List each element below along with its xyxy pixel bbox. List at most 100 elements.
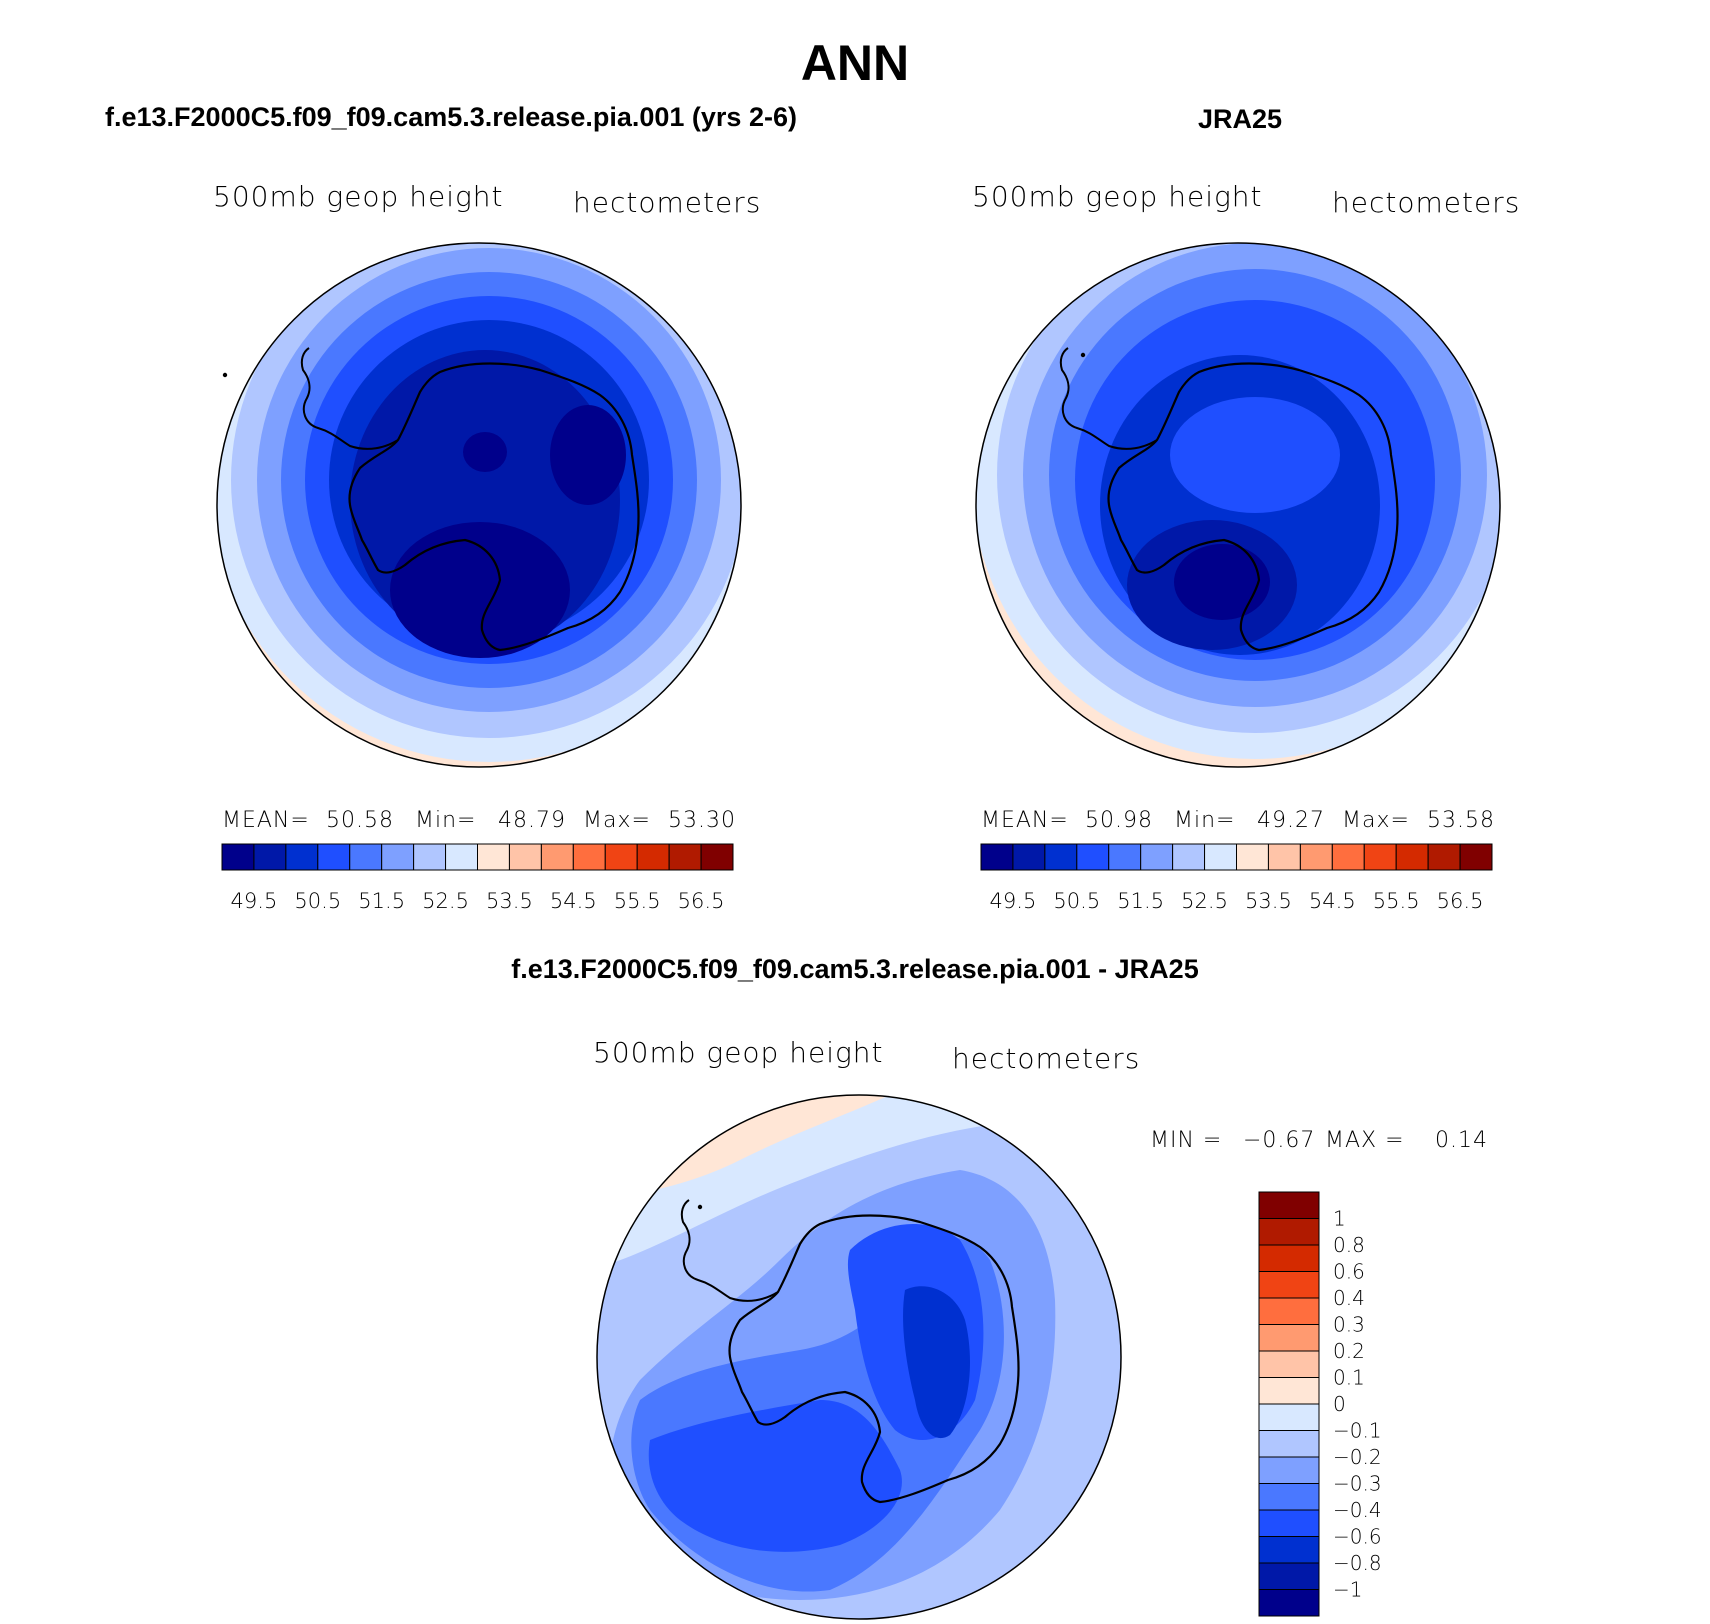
- colorbar-swatch: [1427, 843, 1461, 871]
- obs-mean-value: 50.98: [1085, 808, 1153, 833]
- colorbar-swatch: [1258, 1297, 1320, 1325]
- obs-max-value: 53.58: [1427, 808, 1495, 833]
- colorbar-tick-label: 51.5: [358, 889, 405, 913]
- obs-variable-label: 500mb geop height: [972, 180, 1263, 213]
- map-band: [1174, 544, 1270, 620]
- map-band: [550, 405, 626, 505]
- colorbar-swatch: [1258, 1509, 1320, 1537]
- colorbar-swatch: [636, 843, 670, 871]
- colorbar-swatch: [1258, 1191, 1320, 1219]
- diff-max-value: 0.14: [1435, 1128, 1488, 1153]
- colorbar-tick-label: 0.6: [1333, 1260, 1365, 1284]
- map-band: [463, 432, 507, 472]
- model-map: [217, 243, 741, 767]
- obs-panel-title: JRA25: [1197, 104, 1283, 134]
- colorbar-swatch: [253, 843, 287, 871]
- colorbar-tick-label: 55.5: [614, 889, 661, 913]
- colorbar-tick-label: 52.5: [422, 889, 469, 913]
- colorbar-swatch: [1299, 843, 1333, 871]
- diff-min-label: MIN =: [1150, 1128, 1223, 1153]
- colorbar-swatch: [477, 843, 510, 871]
- colorbar-swatch: [1258, 1430, 1320, 1458]
- colorbar-tick-label: 0.1: [1333, 1366, 1365, 1390]
- colorbar-swatch: [1108, 843, 1142, 871]
- antarctica-coastline: [348, 362, 640, 652]
- colorbar-swatch: [1258, 1483, 1320, 1511]
- colorbar-swatch: [1044, 843, 1078, 871]
- colorbar-swatch: [1258, 1244, 1320, 1272]
- colorbar-swatch: [980, 843, 1014, 871]
- colorbar-tick-label: 51.5: [1117, 889, 1164, 913]
- colorbar-swatch: [572, 843, 606, 871]
- diff-units-label: hectometers: [952, 1042, 1141, 1075]
- obs-map: [976, 243, 1500, 767]
- colorbar-swatch: [1258, 1403, 1320, 1431]
- colorbar-swatch: [508, 843, 542, 871]
- colorbar-swatch: [1236, 843, 1269, 871]
- colorbar-tick-label: −0.4: [1333, 1498, 1382, 1522]
- map-band: [390, 522, 570, 658]
- model-variable-label: 500mb geop height: [213, 180, 504, 213]
- colorbar-swatch: [604, 843, 638, 871]
- colorbar-tick-label: 0.3: [1333, 1313, 1365, 1337]
- colorbar-tick-label: 56.5: [678, 889, 725, 913]
- diff-colorbar: −1−0.8−0.6−0.4−0.3−0.2−0.100.10.20.30.40…: [1258, 1191, 1382, 1617]
- colorbar-swatch: [1258, 1350, 1320, 1378]
- colorbar-swatch: [285, 843, 319, 871]
- diff-variable-label: 500mb geop height: [593, 1036, 884, 1069]
- model-min-label: Min=: [415, 808, 477, 833]
- colorbar-swatch: [381, 843, 415, 871]
- model-panel-title: f.e13.F2000C5.f09_f09.cam5.3.release.pia…: [105, 102, 797, 132]
- colorbar-tick-label: 52.5: [1181, 889, 1228, 913]
- colorbar-swatch: [413, 843, 447, 871]
- map-band: [1170, 397, 1340, 513]
- colorbar-swatch: [349, 843, 383, 871]
- colorbar-swatch: [1258, 1377, 1320, 1405]
- colorbar-tick-label: 50.5: [294, 889, 341, 913]
- obs-min-label: Min=: [1174, 808, 1236, 833]
- colorbar-tick-label: 49.5: [231, 889, 278, 913]
- figure-title: ANN: [800, 35, 910, 91]
- colorbar-swatch: [1258, 1456, 1320, 1484]
- colorbar-swatch: [700, 843, 734, 871]
- antarctica-coastline: [1107, 362, 1399, 652]
- colorbar-tick-label: 53.5: [486, 889, 533, 913]
- colorbar-tick-label: 54.5: [1309, 889, 1356, 913]
- antarctic-peninsula-coastline: [1059, 347, 1158, 450]
- colorbar-tick-label: 53.5: [1245, 889, 1292, 913]
- diff-map-border: [596, 1094, 1122, 1620]
- colorbar-tick-label: −0.3: [1333, 1472, 1382, 1496]
- colorbar-swatch: [1395, 843, 1429, 871]
- colorbar-swatch: [445, 843, 478, 871]
- colorbar-swatch: [540, 843, 574, 871]
- colorbar-swatch: [1012, 843, 1046, 871]
- colorbar-swatch: [1258, 1536, 1320, 1564]
- colorbar-swatch: [1204, 843, 1237, 871]
- model-max-value: 53.30: [668, 808, 736, 833]
- colorbar-swatch: [317, 843, 351, 871]
- colorbar-swatch: [221, 843, 255, 871]
- map-band: [903, 1286, 970, 1439]
- colorbar-swatch: [1258, 1271, 1320, 1299]
- antarctica-coastline: [728, 1214, 1020, 1504]
- model-units-label: hectometers: [573, 186, 762, 219]
- colorbar-swatch: [1331, 843, 1365, 871]
- colorbar-swatch: [1363, 843, 1397, 871]
- colorbar-tick-label: −0.2: [1333, 1445, 1382, 1469]
- obs-map-border: [975, 242, 1501, 768]
- obs-mean-label: MEAN=: [981, 808, 1069, 833]
- colorbar-tick-label: 0.8: [1333, 1233, 1365, 1257]
- colorbar-tick-label: −0.6: [1333, 1525, 1382, 1549]
- colorbar-tick-label: 0: [1333, 1392, 1346, 1416]
- colorbar-tick-label: 50.5: [1053, 889, 1100, 913]
- obs-min-value: 49.27: [1257, 808, 1325, 833]
- colorbar-tick-label: 0.2: [1333, 1339, 1365, 1363]
- colorbar-tick-label: −0.8: [1333, 1551, 1382, 1575]
- colorbar-tick-label: −1: [1333, 1578, 1362, 1602]
- colorbar-swatch: [668, 843, 702, 871]
- model-max-label: Max=: [583, 808, 651, 833]
- colorbar-swatch: [1258, 1218, 1320, 1246]
- diff-map: [597, 1095, 1121, 1619]
- model-colorbar: 49.5 50.5 51.5 52.5 53.5 54.5 55.5 56.5: [221, 843, 734, 913]
- colorbar-swatch: [1459, 843, 1493, 871]
